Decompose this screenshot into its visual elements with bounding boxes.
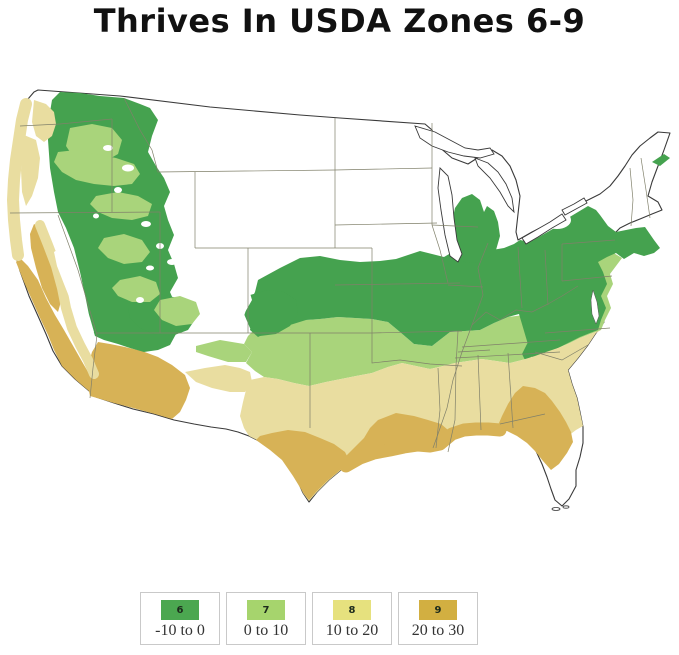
zone8-pacific-coast-strip xyxy=(6,98,32,261)
zone8-california-inner-band xyxy=(35,220,99,379)
zone7-new-mexico xyxy=(196,340,252,362)
legend-item-zone6: 6 -10 to 0 xyxy=(140,592,220,645)
zone7-south-utah xyxy=(154,296,200,326)
zone-6-region xyxy=(248,154,670,362)
zone-8-west-strips xyxy=(6,98,252,392)
zone6-appalachian-ridge xyxy=(522,258,587,362)
zone9-california-valley xyxy=(30,224,62,312)
zone7-nevada-1 xyxy=(98,234,150,264)
lake-huron xyxy=(474,157,515,214)
lake-erie xyxy=(521,213,567,245)
lake-michigan xyxy=(437,167,463,263)
florida-keys xyxy=(551,505,570,511)
zone8-temp-range: 10 to 20 xyxy=(325,622,379,639)
zone7-color-swatch: 7 xyxy=(247,600,285,620)
zone8-color-swatch: 8 xyxy=(333,600,371,620)
legend-item-zone9: 9 20 to 30 xyxy=(398,592,478,645)
zone9-arizona xyxy=(87,342,190,419)
zone7-nevada-2 xyxy=(112,276,160,302)
zone7-temp-range: 0 to 10 xyxy=(243,622,289,639)
white-nm-mountains xyxy=(199,296,246,330)
zone6-michigan-mitten xyxy=(452,194,500,263)
out-of-range-patches xyxy=(54,145,600,336)
zone8-willamette-valley xyxy=(21,135,40,206)
state-borders xyxy=(9,97,651,453)
lake-ontario xyxy=(561,197,588,216)
zone8-puget-lowland xyxy=(32,100,56,142)
legend-item-zone7: 7 0 to 10 xyxy=(226,592,306,645)
zone9-color-swatch: 9 xyxy=(419,600,457,620)
zone7-se-oregon xyxy=(90,192,152,220)
zone9-gulf-coast-strip xyxy=(339,422,507,473)
zone9-south-texas xyxy=(256,430,350,500)
zone7-central-oregon xyxy=(54,150,140,186)
zone-7-west-patches xyxy=(54,124,200,326)
great-lakes xyxy=(414,125,588,263)
zone9-temp-range: 20 to 30 xyxy=(411,622,465,639)
zone9-california-coast xyxy=(16,258,95,396)
white-sierra-crest xyxy=(54,248,94,336)
zone6-temp-range: -10 to 0 xyxy=(155,622,205,639)
page-title: Thrives In USDA Zones 6-9 xyxy=(93,2,586,40)
zone6-new-mexico-highlands xyxy=(244,290,298,336)
zone6-color-swatch: 6 xyxy=(161,600,199,620)
zone-9-region xyxy=(16,224,573,500)
zone9-north-florida xyxy=(496,386,573,470)
legend-item-zone8: 8 10 to 20 xyxy=(312,592,392,645)
zone8-arizona-fringe xyxy=(185,365,252,392)
zone-legend: 6 -10 to 0 7 0 to 10 8 10 to 20 9 20 to … xyxy=(140,592,478,645)
zone6-maine-coast xyxy=(652,154,670,166)
white-chesapeake-bay xyxy=(590,289,600,325)
